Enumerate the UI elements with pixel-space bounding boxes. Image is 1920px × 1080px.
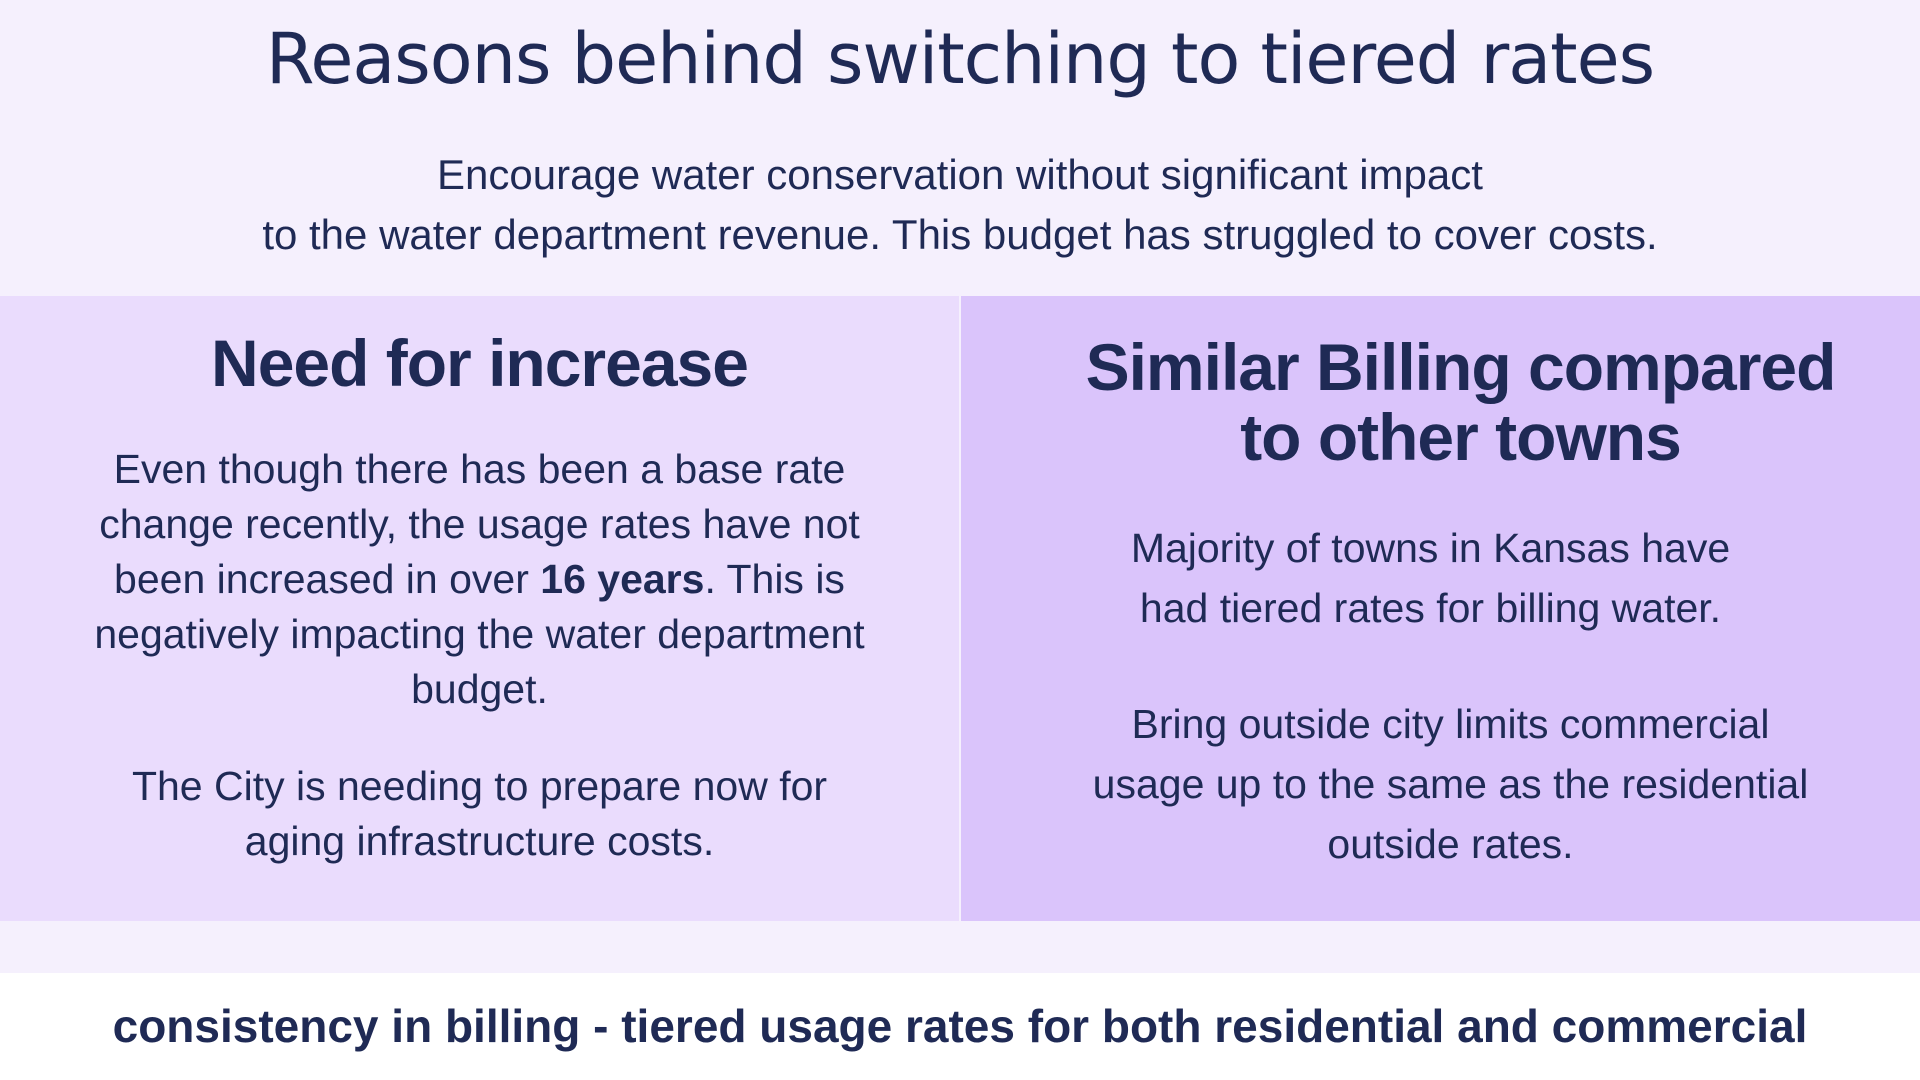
panel-heading: Need for increase <box>211 326 749 400</box>
subtitle-line-1: Encourage water conservation without sig… <box>437 151 1483 198</box>
panel-heading: Similar Billing compared to other towns <box>961 332 1920 472</box>
heading-line: Similar Billing compared <box>1085 330 1837 404</box>
subtitle: Encourage water conservation without sig… <box>0 145 1920 265</box>
footer-band: consistency in billing - tiered usage ra… <box>0 973 1920 1080</box>
footer-text: consistency in billing - tiered usage ra… <box>112 1000 1808 1052</box>
emphasis-text: 16 years <box>540 556 705 602</box>
panel-paragraph: Even though there has been a base rate c… <box>0 442 959 717</box>
panel-paragraph: Bring outside city limits commercial usa… <box>1092 701 1809 867</box>
text: Even though there has been a base rate c… <box>99 446 860 602</box>
subtitle-line-2: to the water department revenue. This bu… <box>262 211 1658 258</box>
panel-paragraph: The City is needing to prepare now for a… <box>131 763 828 864</box>
page-title: Reasons behind switching to tiered rates <box>265 18 1655 100</box>
similar-billing-panel: Similar Billing compared to other towns M… <box>961 296 1920 921</box>
panel-paragraph: Majority of towns in Kansas have had tie… <box>1130 525 1731 631</box>
text: . This is negatively impacting the water… <box>94 556 865 712</box>
need-for-increase-panel: Need for increase Even though there has … <box>0 296 959 921</box>
heading-line: to other towns <box>1240 400 1682 474</box>
